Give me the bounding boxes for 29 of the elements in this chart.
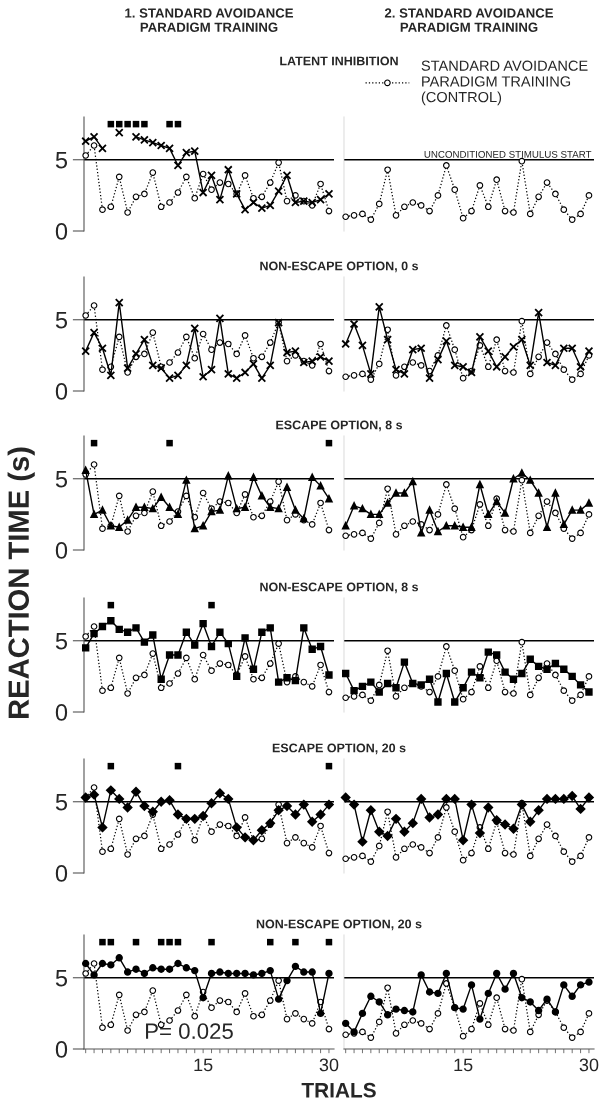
annotation: P= 0.025: [146, 1023, 233, 1040]
y-tick-label: 5: [55, 152, 68, 169]
chart-title: 2. STANDARD AVOIDANCE PARADIGM TRAINING: [384, 8, 554, 32]
chart-subtitle: LATENT INHIBITION: [280, 56, 398, 66]
chart-subtitle: ESCAPE OPTION, 8 s: [276, 420, 403, 432]
chart-subtitle: NON-ESCAPE OPTION, 20 s: [256, 919, 422, 931]
x-axis-title: TRIALS: [301, 1082, 376, 1098]
chart-title: 1. STANDARD AVOIDANCE PARADIGM TRAINING: [125, 8, 294, 32]
y-tick-label: 5: [55, 633, 68, 650]
y-tick-label: 5: [55, 970, 68, 987]
y-tick-label: 0: [55, 865, 68, 882]
x-tick-label: 30: [319, 1058, 339, 1072]
y-tick-label: 0: [55, 383, 68, 400]
y-tick-label: 0: [55, 1041, 68, 1058]
y-tick-label: 5: [55, 471, 68, 488]
chart-subtitle: NON-ESCAPE OPTION, 0 s: [260, 261, 419, 273]
y-tick-label: 0: [55, 542, 68, 559]
x-tick-label: 15: [454, 1058, 473, 1072]
chart-subtitle: NON-ESCAPE OPTION, 8 s: [260, 582, 419, 594]
y-tick-label: 5: [55, 312, 68, 329]
x-tick-label: 30: [579, 1058, 599, 1072]
y-axis-title: REACTION TIME (s): [7, 447, 35, 718]
y-tick-label: 5: [55, 794, 68, 811]
legend-label: STANDARD AVOIDANCE PARADIGM TRAINING (CONTROL): [421, 60, 588, 106]
y-tick-label: 0: [55, 704, 68, 721]
x-tick-label: 15: [194, 1058, 213, 1072]
ref-line-label: UNCONDITIONED STIMULUS START: [424, 150, 592, 158]
y-tick-label: 0: [55, 223, 68, 240]
chart-subtitle: ESCAPE OPTION, 20 s: [272, 743, 406, 755]
